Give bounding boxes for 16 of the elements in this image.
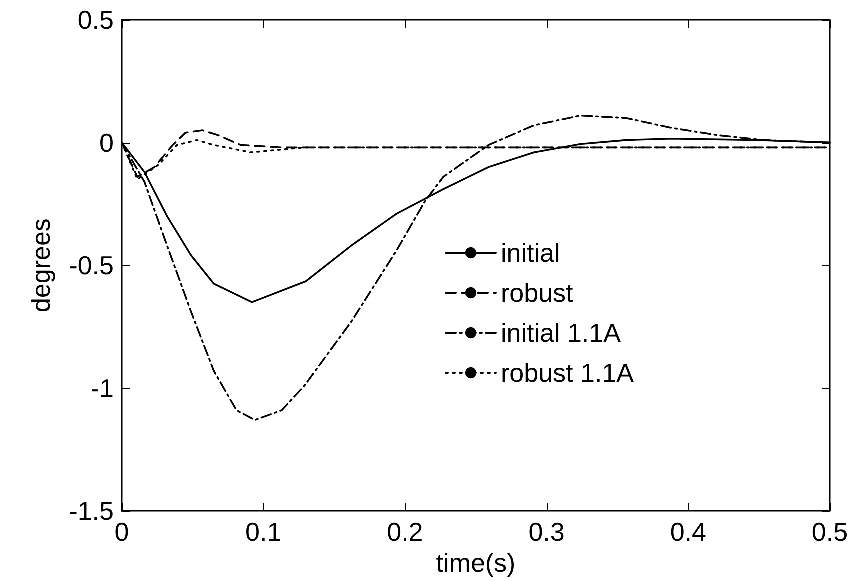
y-axis-title: degrees bbox=[26, 218, 56, 313]
y-tick-label: -1.5 bbox=[69, 496, 114, 526]
legend-label: initial bbox=[501, 238, 560, 268]
x-tick-label: 0.5 bbox=[812, 517, 848, 548]
x-tick-label: 0.3 bbox=[528, 517, 565, 548]
x-tick-label: 0.1 bbox=[246, 517, 282, 548]
y-tick-label: 0 bbox=[100, 128, 114, 158]
y-tick-label: -1 bbox=[90, 373, 114, 404]
x-axis-title: time(s) bbox=[436, 548, 516, 578]
legend-label: robust bbox=[501, 278, 574, 308]
y-tick-label: 0.5 bbox=[78, 5, 114, 35]
legend-label: robust 1.1A bbox=[501, 358, 635, 388]
x-tick-label: 0.4 bbox=[670, 517, 706, 548]
y-tick-label: -0.5 bbox=[69, 250, 114, 281]
legend-label: initial 1.1A bbox=[501, 318, 622, 348]
x-tick-label: 0.2 bbox=[387, 517, 424, 548]
